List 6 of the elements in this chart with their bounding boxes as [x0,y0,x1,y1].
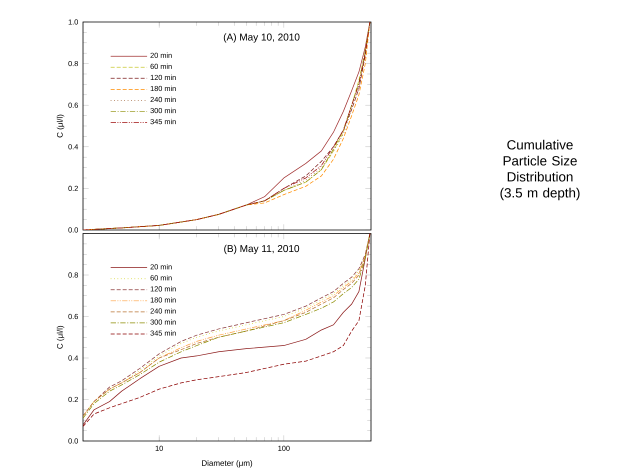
y-axis-title: C (μl/l) [56,326,64,349]
text: Cumulative Particle Size Distribution (3.5 m depth) [500,140,580,200]
text: (B) May 11, 2010 [224,244,300,254]
x-axis-title: Diameter (μm) [202,460,252,468]
text: (A) May 10, 2010 [224,33,300,43]
y-axis-title: C (μl/l) [56,114,64,138]
